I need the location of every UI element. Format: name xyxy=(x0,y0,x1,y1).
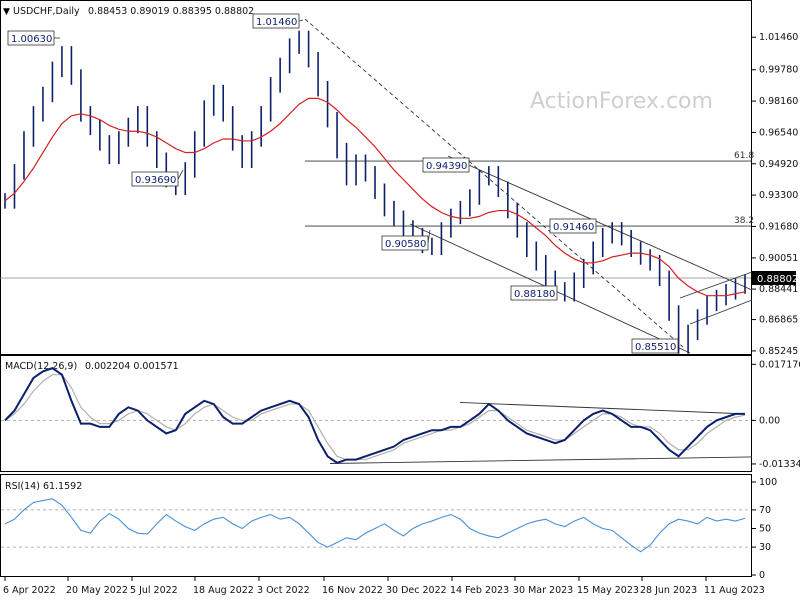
rsi-series-group xyxy=(4,498,746,553)
annotation-label: 0.90580 xyxy=(385,239,426,250)
macd-series-group xyxy=(4,367,746,464)
symbol-label: USDCHF,Daily xyxy=(13,6,80,17)
macd-title: MACD(12,26,9) xyxy=(5,361,77,372)
moving-average-line xyxy=(4,97,746,297)
macd-signal-line xyxy=(4,374,746,461)
price-axis: 1.01460 0.99780 0.98160 0.96540 0.94920 0.933… xyxy=(752,32,798,357)
annotation-label: 0.91460 xyxy=(553,222,594,233)
time-tick-label: 5 Jul 2022 xyxy=(130,585,178,596)
annotation-box xyxy=(549,218,597,234)
macd-upper-line xyxy=(459,401,746,415)
annotation-connector xyxy=(298,19,304,22)
rsi-axis: 100 70 50 30 0 xyxy=(752,477,777,581)
time-tick-label: 30 Dec 2022 xyxy=(386,585,447,596)
price-tick-label: 0.86865 xyxy=(759,315,798,326)
rsi-panel xyxy=(0,474,752,577)
fib-label: 38.2 xyxy=(734,216,754,226)
annotation-label: 0.85510 xyxy=(635,342,676,353)
price-series-group xyxy=(4,30,746,354)
price-panel xyxy=(0,0,752,355)
trend-lines: 61.8 38.2 xyxy=(0,18,754,548)
time-tick-label: 20 May 2022 xyxy=(66,585,128,596)
macd-axis: 0.017176 0.00 -0.01334 xyxy=(752,359,800,470)
annotation-label: 0.94390 xyxy=(426,161,467,172)
last-price-text: 0.88802 xyxy=(757,274,798,285)
macd-tick-label: 0.00 xyxy=(759,415,780,426)
annotation-box xyxy=(510,285,558,301)
price-tick-label: 0.99780 xyxy=(759,65,798,76)
rsi-tick-label: 100 xyxy=(759,477,777,488)
price-tick-label: 1.01460 xyxy=(759,32,798,43)
macd-tick-label: 0.017176 xyxy=(759,359,800,370)
annotation-box xyxy=(7,30,55,46)
time-tick-label: 18 Aug 2022 xyxy=(193,585,254,596)
rsi-tick-label: 0 xyxy=(759,570,765,581)
time-tick-label: 15 May 2023 xyxy=(577,585,639,596)
annotation-box xyxy=(131,171,179,187)
price-tick-label: 0.85245 xyxy=(759,346,798,357)
macd-line xyxy=(4,367,745,464)
price-tick-label: 0.90051 xyxy=(759,253,798,264)
annotation-label: 1.00630 xyxy=(11,34,52,45)
annotation-label: 0.88180 xyxy=(514,289,555,300)
annotation-box xyxy=(252,13,300,29)
time-tick-label: 14 Feb 2023 xyxy=(450,585,509,596)
time-axis: 6 Apr 2022 20 May 2022 5 Jul 2022 18 Aug 20… xyxy=(3,577,765,596)
time-tick-label: 28 Jun 2023 xyxy=(640,585,697,596)
macd-values: 0.002204 0.001571 xyxy=(85,361,179,372)
collapse-triangle-icon[interactable]: ▼ xyxy=(3,7,10,17)
price-tick-label: 0.94920 xyxy=(759,159,798,170)
macd-panel xyxy=(0,355,752,472)
rsi-tick-label: 50 xyxy=(759,524,771,535)
macd-tick-label: -0.01334 xyxy=(759,459,800,470)
annotation-box xyxy=(381,235,429,251)
rsi-title: RSI(14) 61.1592 xyxy=(5,481,82,492)
annotation-box xyxy=(422,157,470,173)
price-tick-label: 0.93300 xyxy=(759,190,798,201)
time-tick-label: 16 Nov 2022 xyxy=(322,585,383,596)
price-tick-label: 0.96540 xyxy=(759,127,798,138)
rsi-tick-label: 70 xyxy=(759,505,771,516)
rising-channel-lower xyxy=(689,299,753,325)
annotation-box xyxy=(631,338,679,354)
time-tick-label: 6 Apr 2022 xyxy=(3,585,56,596)
last-price-badge: 0.88802 xyxy=(752,271,798,285)
fib-label: 61.8 xyxy=(734,151,754,161)
rising-channel-upper xyxy=(679,271,753,299)
rsi-tick-label: 30 xyxy=(759,542,771,553)
price-tick-label: 0.88441 xyxy=(759,284,798,295)
annotation-connector xyxy=(177,169,184,180)
annotations-group: 1.00630 0.93690 1.01460 0.90580 0.94390 0.914… xyxy=(7,13,679,354)
time-tick-label: 3 Oct 2022 xyxy=(257,585,310,596)
ohlc-label: 0.88453 0.89019 0.88395 0.88802 xyxy=(88,6,254,17)
annotation-label: 0.93690 xyxy=(135,175,176,186)
time-tick-label: 30 Mar 2023 xyxy=(513,585,573,596)
price-tick-label: 0.98160 xyxy=(759,96,798,107)
watermark: ActionForex.com xyxy=(530,89,713,114)
price-tick-label: 0.91680 xyxy=(759,221,798,232)
annotation-label: 1.01460 xyxy=(256,17,297,28)
macd-lower-line xyxy=(329,456,753,464)
rsi-line xyxy=(4,498,746,553)
time-tick-label: 11 Aug 2023 xyxy=(704,585,765,596)
